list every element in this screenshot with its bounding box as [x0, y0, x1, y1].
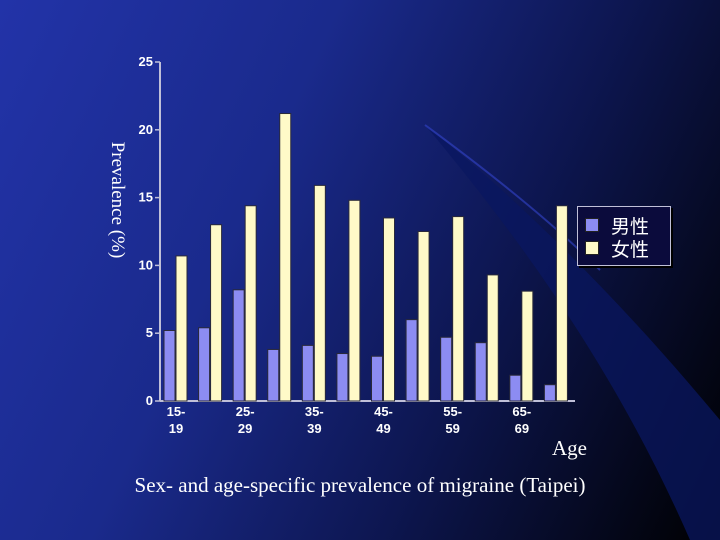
x-tick-label-top: 65-	[512, 404, 531, 419]
legend-item-female: 女性	[585, 237, 650, 261]
y-tick-label: 20	[139, 122, 153, 137]
x-tick-label-bottom: 19	[169, 421, 183, 436]
x-tick-label-bottom: 69	[515, 421, 529, 436]
x-tick-label-top: 25-	[236, 404, 255, 419]
x-tick-label-bottom: 49	[376, 421, 390, 436]
bar-male-35-39	[301, 344, 314, 402]
x-tick-label-bottom: 39	[307, 421, 321, 436]
y-tick-label: 10	[139, 257, 153, 272]
y-tick-label: 15	[139, 190, 153, 205]
x-tick-label-top: 35-	[305, 404, 324, 419]
bar-female-15-19	[175, 255, 188, 402]
bar-female-55-59	[452, 216, 465, 402]
bar-male-40-44	[336, 353, 349, 402]
legend-label-male: 男性	[611, 215, 650, 238]
legend-swatch-female	[585, 241, 599, 255]
bar-male-60-64	[474, 342, 487, 402]
y-tick-label: 5	[146, 325, 153, 340]
y-tick-label: 0	[146, 393, 153, 408]
chart-title: Sex- and age-specific prevalence of migr…	[134, 473, 586, 497]
legend-label-female: 女性	[611, 238, 650, 261]
bar-male-65-69	[509, 374, 522, 402]
legend-swatch-male	[585, 218, 599, 232]
bar-female-50-54	[417, 231, 430, 402]
bar-female-70+	[555, 205, 568, 402]
bar-female-30-34	[279, 113, 292, 402]
bar-male-70+	[543, 384, 556, 402]
bar-female-60-64	[486, 274, 499, 402]
x-tick-label-top: 15-	[167, 404, 186, 419]
x-tick-label-bottom: 59	[445, 421, 459, 436]
bar-male-30-34	[267, 348, 280, 402]
bar-female-40-44	[348, 199, 361, 402]
bar-female-25-29	[244, 205, 257, 402]
bar-female-35-39	[313, 184, 326, 402]
bar-male-25-29	[232, 289, 245, 402]
bar-female-20-24	[210, 224, 223, 402]
bar-male-15-19	[163, 329, 176, 402]
x-tick-label-top: 55-	[443, 404, 462, 419]
legend-item-male: 男性	[585, 214, 650, 238]
bar-male-45-49	[371, 355, 383, 402]
bar-male-20-24	[198, 327, 211, 402]
legend: 男性 女性	[577, 206, 671, 266]
bar-male-50-54	[405, 319, 418, 402]
bar-female-65-69	[521, 290, 534, 402]
y-axis-label: Prevalence (%)	[107, 141, 128, 259]
x-axis-label: Age	[552, 436, 587, 460]
bar-male-55-59	[440, 336, 453, 402]
y-tick-label: 25	[139, 54, 153, 69]
x-tick-label-bottom: 29	[238, 421, 252, 436]
x-tick-label-top: 45-	[374, 404, 393, 419]
bar-female-45-49	[383, 217, 395, 402]
